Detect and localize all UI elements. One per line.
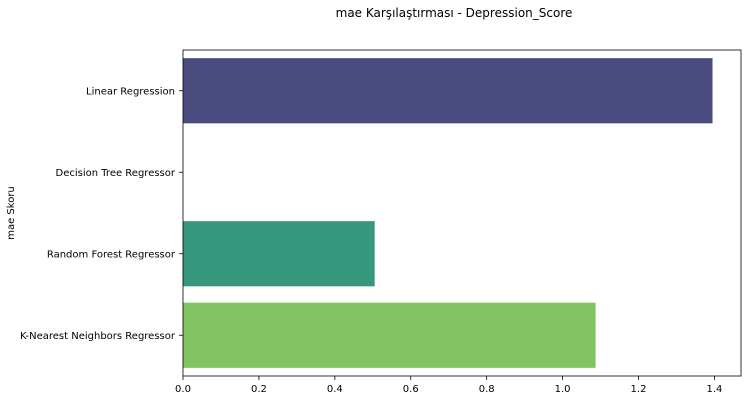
x-tick-label: 0.2 xyxy=(251,384,267,395)
y-tick-label: Linear Regression xyxy=(86,86,175,97)
y-ticks-group: Linear Regression Decision Tree Regressor… xyxy=(20,86,183,342)
y-tick-label: Random Forest Regressor xyxy=(47,249,176,260)
x-tick-label: 1.2 xyxy=(631,384,647,395)
y-tick-label: K-Nearest Neighbors Regressor xyxy=(20,331,176,342)
x-tick-label: 0.0 xyxy=(175,384,191,395)
x-tick-label: 1.4 xyxy=(706,384,722,395)
chart-title: mae Karşılaştırması - Depression_Score xyxy=(336,6,573,20)
y-axis-label: mae Skoru xyxy=(6,186,17,240)
x-tick-label: 0.8 xyxy=(479,384,495,395)
bar xyxy=(183,302,596,368)
bars-group xyxy=(183,58,713,368)
x-tick-label: 0.6 xyxy=(403,384,419,395)
y-tick-label: Decision Tree Regressor xyxy=(56,168,176,179)
x-tick-label: 0.4 xyxy=(327,384,343,395)
plot-frame xyxy=(182,49,742,377)
bar xyxy=(183,58,713,124)
bar xyxy=(183,221,375,287)
x-ticks-group: 0.0 0.2 0.4 0.6 0.8 1.0 1.2 1.4 xyxy=(175,376,722,395)
x-tick-label: 1.0 xyxy=(555,384,571,395)
